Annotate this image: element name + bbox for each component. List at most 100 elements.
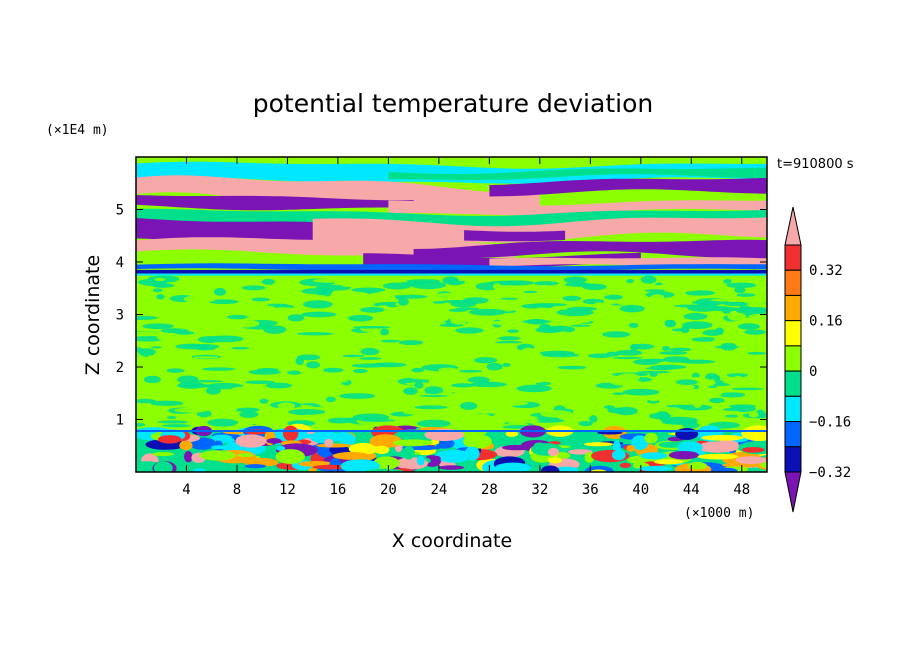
field-speckle (313, 278, 348, 283)
field-eddy (237, 453, 253, 458)
field-eddy (184, 451, 193, 463)
field-speckle (360, 307, 385, 313)
field-speckle (462, 346, 483, 353)
field-speckle (748, 313, 767, 321)
field-speckle (524, 370, 552, 374)
field-speckle (388, 396, 427, 400)
field-speckle (277, 402, 296, 410)
field-speckle (478, 413, 491, 420)
field-speckle (237, 310, 254, 317)
field-speckle (662, 419, 700, 423)
y-tick-label: 1 (116, 413, 124, 429)
field-speckle (733, 375, 742, 379)
field-speckle (226, 395, 251, 404)
field-speckle (681, 321, 713, 330)
field-speckle (578, 420, 593, 427)
field-speckle (261, 278, 275, 285)
field-speckle (338, 393, 376, 399)
field-speckle (177, 375, 199, 384)
field-eddy (157, 435, 182, 444)
colorbar-swatch (784, 320, 802, 347)
field-eddy (547, 447, 560, 457)
field-speckle (640, 275, 657, 284)
field-eddy (540, 465, 560, 472)
field-eddy (435, 438, 455, 449)
field-band-navy (136, 269, 767, 274)
field-speckle (495, 303, 518, 312)
field-speckle (437, 321, 447, 325)
field-speckle (685, 290, 715, 296)
field-speckle (665, 404, 691, 408)
field-speckle (459, 369, 483, 373)
field-band-purple-2 (136, 195, 414, 211)
x-tick-label: 32 (531, 482, 548, 498)
field-speckle (351, 363, 387, 368)
field-eddy (631, 435, 649, 451)
field-eddy (316, 443, 352, 448)
field-speckle (662, 346, 670, 351)
colorbar-label: 0 (809, 364, 817, 380)
x-tick-label: 12 (279, 482, 296, 498)
field-speckle (207, 418, 239, 427)
field-speckle (643, 358, 667, 363)
field-speckle (735, 306, 767, 315)
field-speckle (231, 386, 268, 391)
field-eddy (495, 462, 532, 472)
x-tick-label: 4 (182, 482, 190, 498)
field-eddy (640, 452, 668, 460)
field-speckle (152, 283, 175, 288)
field-speckle (403, 388, 414, 394)
field-speckle (397, 297, 409, 306)
field-speckle (451, 383, 475, 388)
field-speckle (328, 300, 359, 303)
field-speckle (563, 276, 587, 284)
x-tick-label: 36 (582, 482, 599, 498)
field-speckle (435, 292, 470, 298)
field-band-pink-top (136, 175, 540, 209)
field-speckle (520, 365, 531, 374)
field-speckle (136, 302, 163, 307)
field-speckle (664, 320, 677, 328)
field-band-top-teal (388, 167, 767, 180)
field-speckle (136, 391, 151, 397)
colorbar-label: 0.32 (809, 263, 843, 279)
colorbar-swatch (784, 294, 802, 322)
field-speckle (588, 374, 600, 378)
field-eddy (432, 455, 441, 463)
field-speckle (407, 372, 443, 380)
field-speckle (401, 399, 423, 403)
field-speckle (352, 325, 391, 329)
field-speckle (649, 398, 658, 402)
x-tick-label: 48 (733, 482, 750, 498)
x-tick-label: 20 (380, 482, 397, 498)
field-speckle (411, 367, 425, 373)
field-speckle (628, 322, 639, 328)
field-speckle (497, 336, 521, 341)
field-eddy (192, 468, 206, 472)
field-speckle (744, 300, 767, 305)
field-speckle (403, 409, 420, 415)
y-tick-label: 5 (116, 203, 124, 219)
y-tick-label: 4 (116, 255, 124, 271)
field-speckle (267, 303, 288, 307)
field-speckle (193, 380, 224, 383)
field-speckle (533, 307, 551, 314)
field-band-purple-4 (413, 239, 767, 259)
field-speckle (486, 362, 503, 371)
field-speckle (619, 304, 645, 313)
field-speckle (523, 290, 538, 294)
field-speckle (161, 424, 191, 428)
field-speckle (693, 401, 702, 409)
field-speckle (737, 323, 760, 330)
field-speckle (288, 385, 318, 393)
field-eddy (365, 468, 404, 472)
field-speckle (475, 282, 500, 291)
field-eddy (701, 434, 744, 441)
field-eddy (393, 439, 434, 447)
field-speckle (516, 380, 543, 384)
field-speckle (744, 329, 766, 335)
field-speckle (710, 298, 740, 302)
field-speckle (143, 375, 161, 384)
field-speckle (693, 392, 723, 397)
field-speckle (183, 295, 216, 304)
